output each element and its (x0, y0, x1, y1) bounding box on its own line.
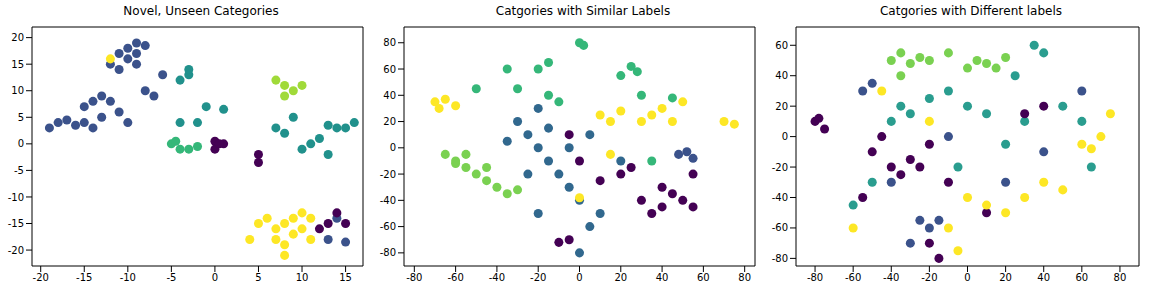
svg-text:40: 40 (383, 90, 396, 101)
html-text:Novel, Unseen Categories: Novel, Unseen Categories (123, 4, 279, 18)
svg-text:20: 20 (999, 272, 1012, 283)
svg-text:-5: -5 (166, 272, 176, 283)
svg-text:10: 10 (296, 272, 309, 283)
svg-text:60: 60 (383, 64, 396, 75)
svg-text:-80: -80 (380, 247, 396, 258)
svg-text:-60: -60 (772, 222, 788, 233)
svg-text:40: 40 (1037, 272, 1050, 283)
svg-text:5: 5 (255, 272, 261, 283)
svg-text:-20: -20 (380, 169, 396, 180)
svg-text:10: 10 (11, 85, 24, 96)
svg-text:-5: -5 (14, 165, 24, 176)
svg-text:-20: -20 (772, 162, 788, 173)
svg-text:-80: -80 (772, 253, 788, 264)
svg-text:-20: -20 (8, 245, 24, 256)
svg-text:60: 60 (697, 272, 710, 283)
html-text:Catgories with Different label: Catgories with Different labels (880, 4, 1062, 18)
svg-text:-40: -40 (883, 272, 899, 283)
svg-text:0: 0 (390, 142, 396, 153)
svg-text:-10: -10 (120, 272, 136, 283)
svg-text:-60: -60 (447, 272, 463, 283)
svg-text:-20: -20 (921, 272, 937, 283)
svg-text:-20: -20 (33, 272, 49, 283)
svg-text:80: 80 (738, 272, 751, 283)
svg-text:5: 5 (18, 112, 24, 123)
svg-text:20: 20 (614, 272, 627, 283)
svg-text:0: 0 (212, 272, 218, 283)
svg-text:0: 0 (18, 138, 24, 149)
svg-text:60: 60 (775, 40, 788, 51)
svg-text:-80: -80 (807, 272, 823, 283)
svg-text:20: 20 (11, 32, 24, 43)
svg-text:-60: -60 (845, 272, 861, 283)
svg-text:-80: -80 (406, 272, 422, 283)
svg-text:-40: -40 (489, 272, 505, 283)
svg-text:20: 20 (383, 116, 396, 127)
svg-text:20: 20 (775, 101, 788, 112)
html-text:Catgories with Similar Labels: Catgories with Similar Labels (495, 4, 671, 18)
svg-text:40: 40 (775, 70, 788, 81)
svg-text:40: 40 (656, 272, 669, 283)
svg-text:-20: -20 (530, 272, 546, 283)
svg-text:-40: -40 (772, 192, 788, 203)
svg-text:-40: -40 (380, 195, 396, 206)
svg-text:-60: -60 (380, 221, 396, 232)
svg-text:15: 15 (11, 59, 24, 70)
svg-text:-10: -10 (8, 192, 24, 203)
svg-text:80: 80 (1114, 272, 1127, 283)
svg-text:0: 0 (576, 272, 582, 283)
svg-text:0: 0 (782, 131, 788, 142)
svg-text:-15: -15 (76, 272, 92, 283)
svg-text:80: 80 (383, 37, 396, 48)
svg-text:-15: -15 (8, 218, 24, 229)
svg-text:15: 15 (339, 272, 352, 283)
svg-text:60: 60 (1075, 272, 1088, 283)
svg-text:0: 0 (964, 272, 970, 283)
